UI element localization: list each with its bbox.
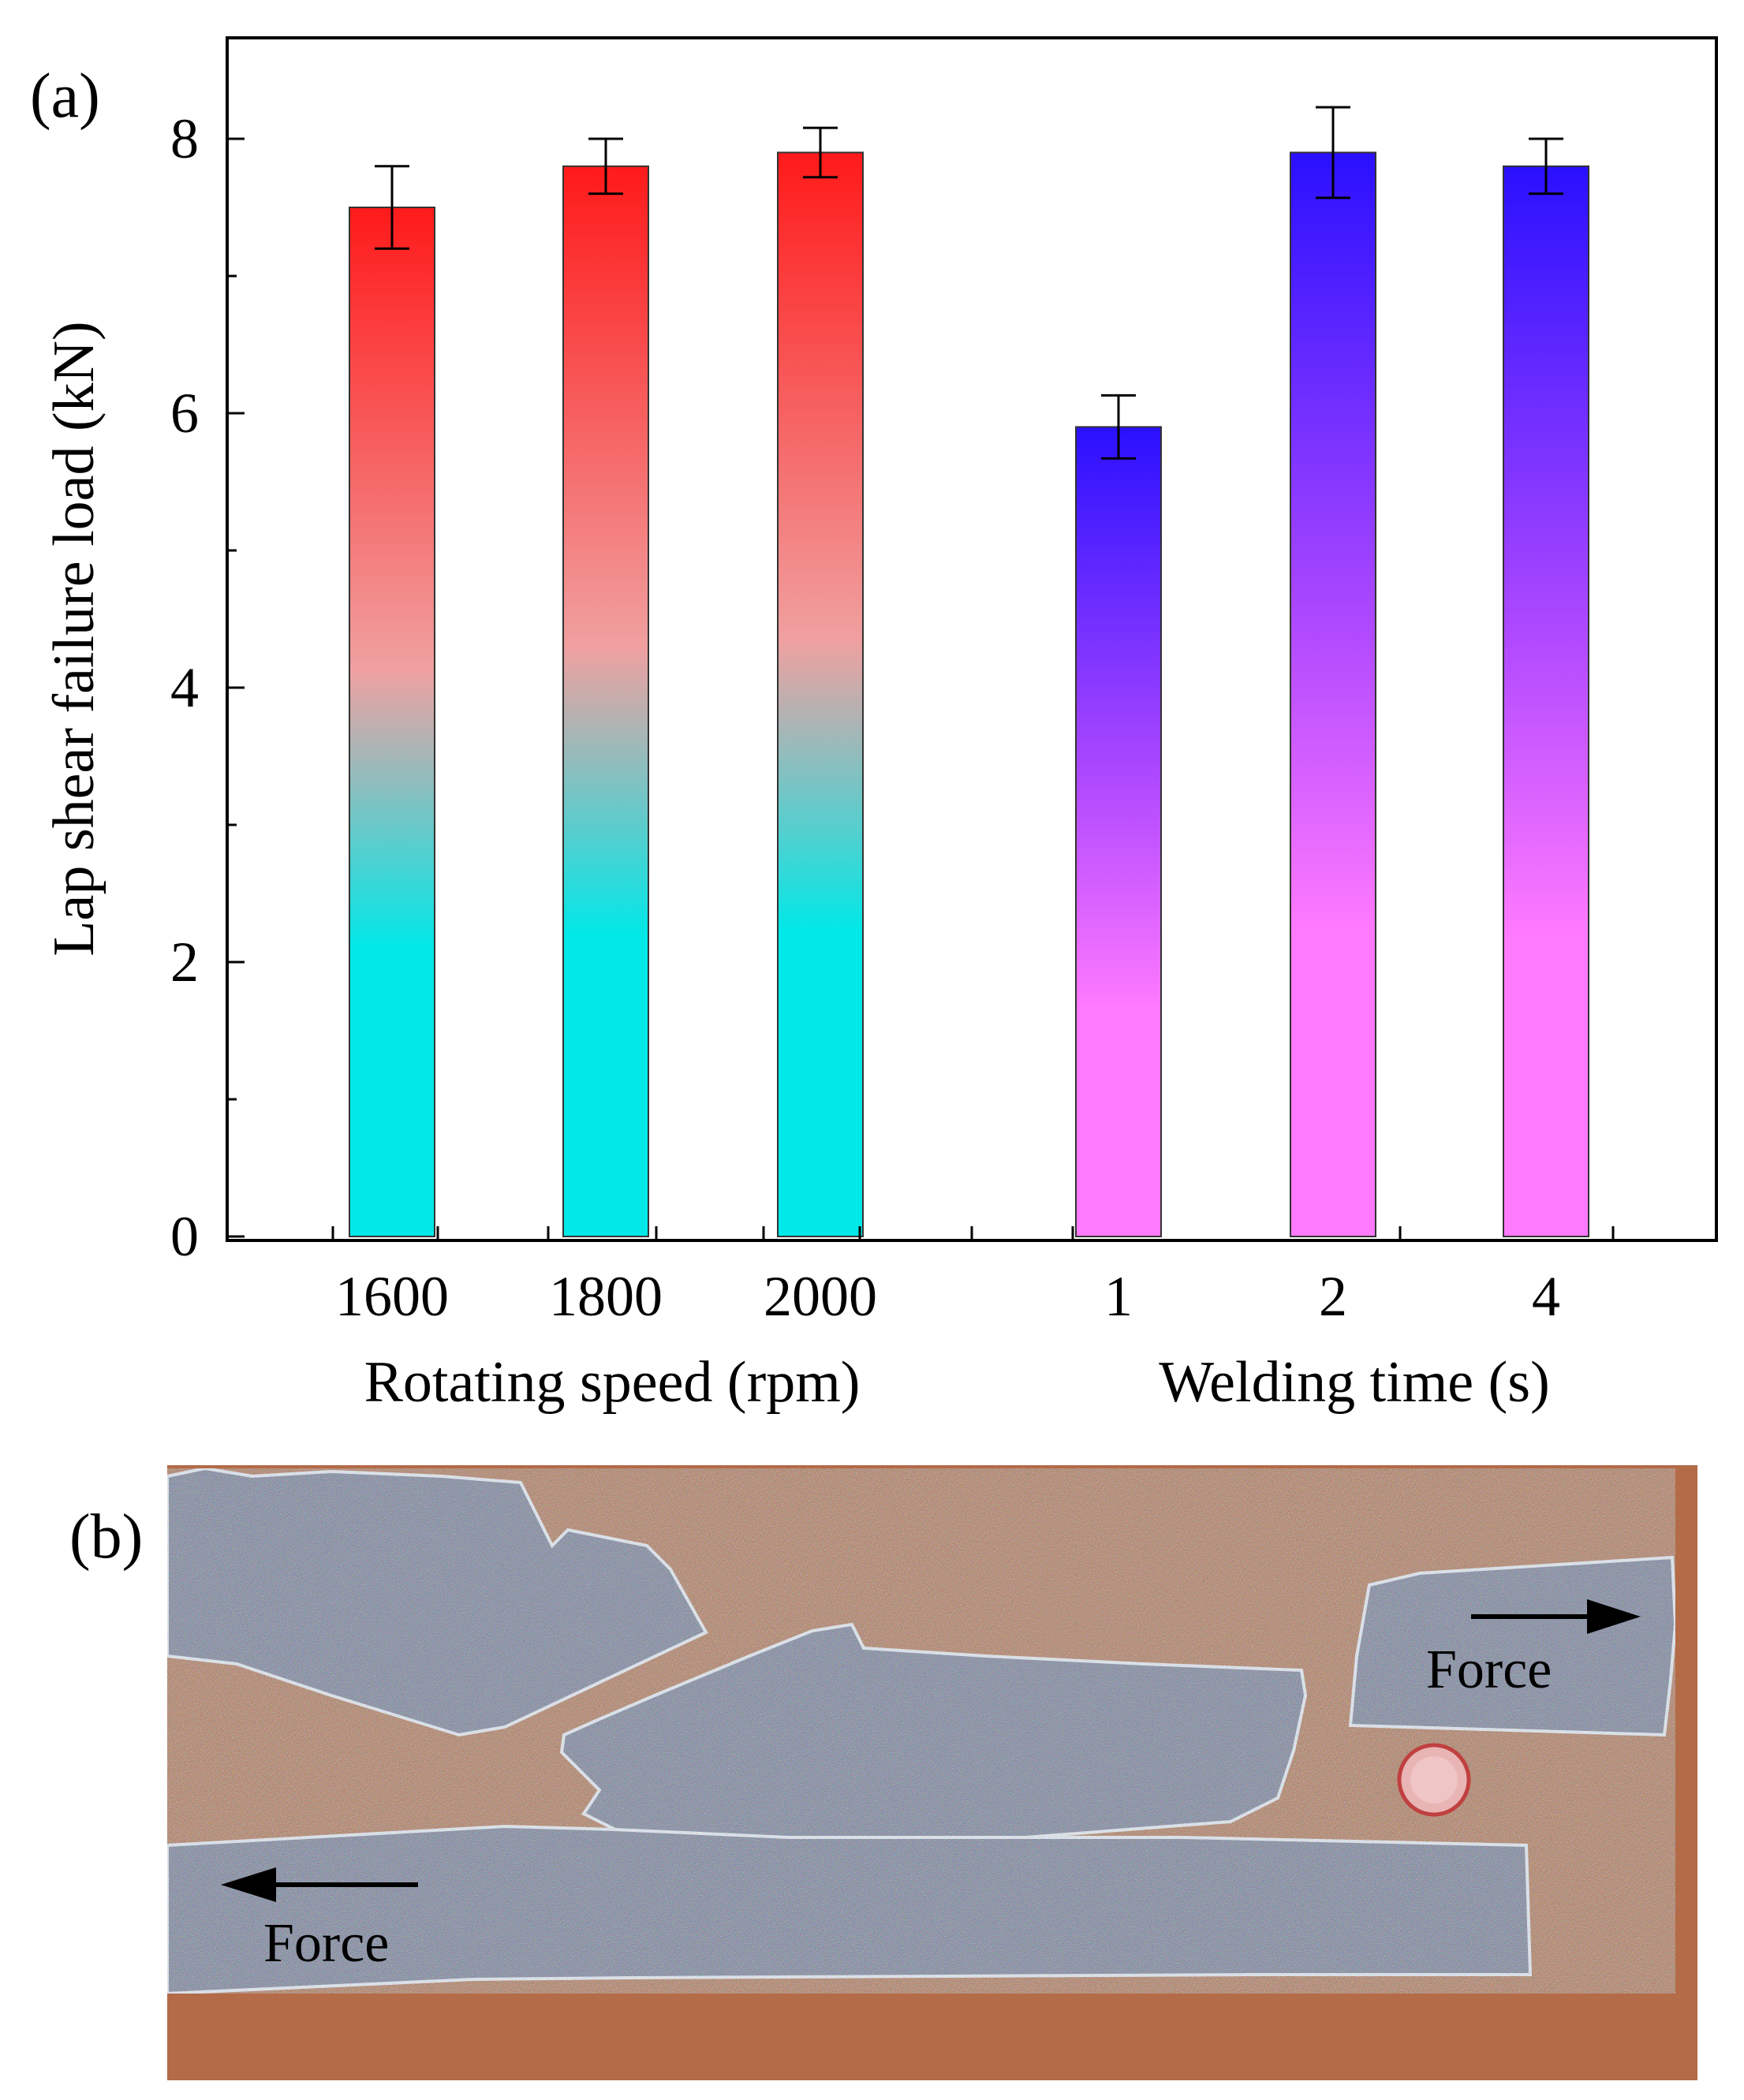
error-bar-rotating-speed-1600 bbox=[375, 165, 409, 250]
x-tick-label: 1600 bbox=[335, 1265, 449, 1328]
y-axis: 0 2 4 6 8 bbox=[170, 107, 245, 1268]
bars-layer bbox=[349, 151, 1589, 1237]
upper-left-sheet-fragment bbox=[166, 1466, 708, 1737]
x-tick-label: 1800 bbox=[549, 1265, 663, 1328]
force-arrow-right bbox=[1471, 1599, 1641, 1634]
force-label-right: Force bbox=[1426, 1639, 1552, 1700]
y-tick-label: 6 bbox=[170, 382, 199, 445]
error-bar-welding-time-2 bbox=[1316, 106, 1350, 200]
panel-b-label: (b) bbox=[69, 1502, 143, 1572]
bar-welding-time-2 bbox=[1290, 151, 1376, 1237]
y-tick-label: 4 bbox=[170, 656, 199, 719]
x-axis: 1600 1800 2000 1 2 4 bbox=[331, 1226, 1615, 1328]
bar-rotating-speed-1800 bbox=[562, 165, 649, 1237]
bar-welding-time-1 bbox=[1075, 426, 1162, 1237]
x-tick-label: 4 bbox=[1532, 1265, 1560, 1328]
plot-frame bbox=[226, 36, 1718, 1242]
x-tick-label: 2 bbox=[1319, 1265, 1347, 1328]
bar-chart: 0 2 4 6 8 1600 1800 2000 1 2 4 Lap shear failure … bbox=[42, 36, 1718, 1415]
error-bar-welding-time-1 bbox=[1101, 394, 1136, 460]
error-bar-rotating-speed-1800 bbox=[588, 137, 623, 196]
x-axis-label-welding-time: Welding time (s) bbox=[1159, 1350, 1550, 1415]
error-bar-welding-time-4 bbox=[1529, 137, 1563, 196]
force-label-left: Force bbox=[263, 1913, 389, 1974]
x-axis-label-rotating-speed: Rotating speed (rpm) bbox=[364, 1350, 861, 1415]
y-tick-label: 2 bbox=[170, 931, 199, 994]
y-axis-label: Lap shear failure load (kN) bbox=[42, 321, 106, 956]
x-tick-label: 2000 bbox=[764, 1265, 877, 1328]
fracture-photo: Force Force bbox=[166, 1465, 1697, 2080]
y-tick-label: 8 bbox=[170, 107, 199, 170]
weld-nugget-fragment bbox=[559, 1622, 1308, 1839]
error-bars-layer bbox=[375, 106, 1563, 460]
x-tick-label: 1 bbox=[1104, 1265, 1133, 1328]
y-tick-label: 0 bbox=[170, 1205, 199, 1268]
bar-welding-time-4 bbox=[1503, 165, 1589, 1237]
force-arrow-left bbox=[221, 1867, 418, 1902]
bar-rotating-speed-2000 bbox=[777, 151, 864, 1237]
error-bar-rotating-speed-2000 bbox=[803, 126, 838, 179]
bar-rotating-speed-1600 bbox=[349, 207, 435, 1237]
panel-a-label: (a) bbox=[30, 62, 100, 131]
